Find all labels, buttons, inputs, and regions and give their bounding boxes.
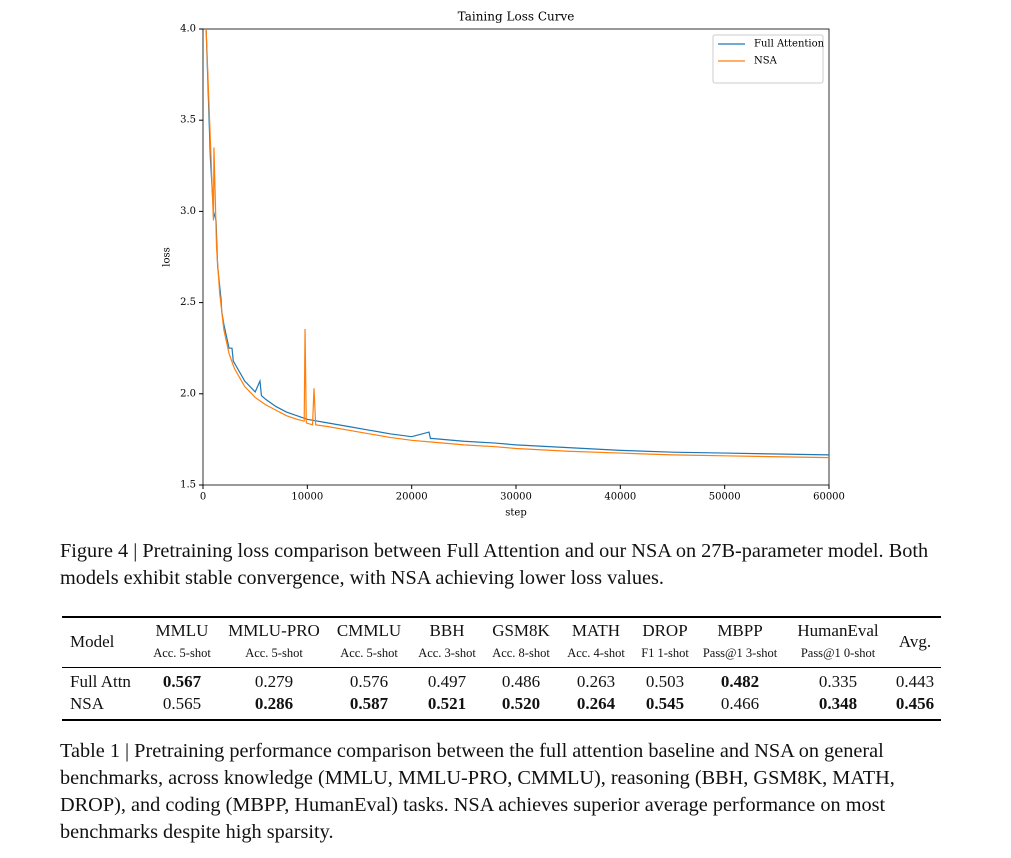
table-subheader: Pass@1 0-shot [800,646,876,660]
table-cell: 0.264 [576,694,616,713]
y-tick-label: 3.5 [180,115,196,126]
table-header: GSM8K [492,621,550,640]
table-cell: 0.263 [576,672,616,691]
table-mid-rule [62,667,941,668]
loss-line [205,29,829,456]
loss-line [205,29,829,459]
table-cell: 0.521 [427,694,467,713]
x-tick-label: 40000 [604,492,636,503]
table-row-label: Full Attn [70,672,131,691]
chart: Taining Loss Curve step loss 0 10000 20000… [162,10,845,519]
table-subheader: Pass@1 3-shot [702,646,778,660]
table-header: BBH [429,621,465,640]
table-cell: 0.545 [645,694,685,713]
table-subheader: Acc. 5-shot [340,646,398,660]
x-tick-label: 50000 [709,492,741,503]
table-cell: 0.335 [818,672,858,691]
y-tick-label: 2.5 [180,297,196,308]
table-cell: 0.587 [349,694,389,713]
table-top-rule [62,616,941,618]
table-row-label: NSA [70,694,105,713]
legend-box [712,34,824,84]
figure-caption: Figure 4 | Pretraining loss comparison b… [60,540,929,589]
table-cell: 0.279 [254,672,294,691]
table-header: MMLU-PRO [228,621,320,640]
table-cell: 0.503 [645,672,685,691]
y-tick-label: 1.5 [180,480,196,491]
table-header: CMMLU [336,621,402,640]
table-header: Avg. [898,632,932,651]
table-cell: 0.456 [895,694,935,713]
plot-frame [202,28,830,486]
table-header: MATH [571,621,621,640]
table-subheader: Acc. 4-shot [567,646,625,660]
table-cell: 0.567 [162,672,202,691]
table-cell: 0.466 [720,694,760,713]
x-tick-label: 10000 [291,492,323,503]
table-subheader: Acc. 5-shot [153,646,211,660]
x-tick-label: 0 [200,492,206,503]
table-cell: 0.443 [895,672,935,691]
table-header: DROP [642,621,688,640]
table-cell: 0.497 [427,672,467,691]
legend-label: NSA [754,56,778,67]
x-axis-label: step [505,508,526,519]
table-cell: 0.482 [720,672,760,691]
x-tick-label: 20000 [396,492,428,503]
table-cell: 0.565 [162,694,202,713]
legend-label: Full Attention [754,39,825,50]
table-cell: 0.520 [501,694,541,713]
y-tick-label: 4.0 [180,24,196,35]
plot-area [205,29,829,459]
table-header: MMLU [155,621,209,640]
table-header: HumanEval [797,621,879,640]
y-tick-label: 2.0 [180,388,196,399]
table-subheader: Acc. 5-shot [245,646,303,660]
table-caption: Table 1 | Pretraining performance compar… [60,740,895,843]
table-subheader: Acc. 3-shot [418,646,476,660]
table-header: Model [70,632,115,651]
x-tick-label: 30000 [500,492,532,503]
table-subheader: F1 1-shot [641,646,689,660]
table-bottom-rule [62,719,941,721]
chart-title: Taining Loss Curve [458,10,575,24]
table-subheader: Acc. 8-shot [492,646,550,660]
table-cell: 0.576 [349,672,389,691]
table-cell: 0.486 [501,672,541,691]
y-axis-label: loss [162,247,173,266]
x-tick-label: 60000 [813,492,845,503]
table-cell: 0.286 [254,694,294,713]
y-tick-label: 3.0 [180,206,196,217]
table-cell: 0.348 [818,694,858,713]
table-header: MBPP [717,621,763,640]
